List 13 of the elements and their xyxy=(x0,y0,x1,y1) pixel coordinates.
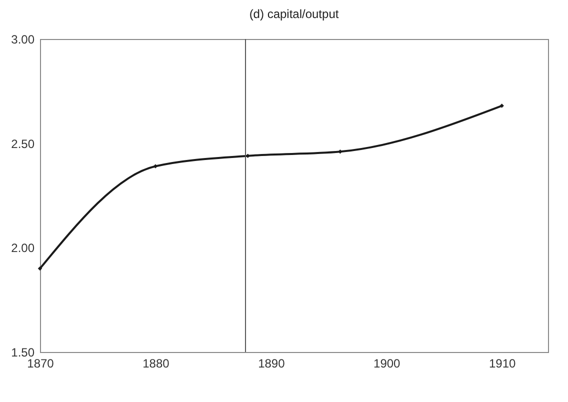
y-tick-label: 2.00 xyxy=(11,241,35,256)
chart-title: (d) capital/output xyxy=(249,7,340,21)
point xyxy=(38,266,42,271)
x-tick-label: 1890 xyxy=(258,356,286,370)
x-tick-label: 1910 xyxy=(488,356,516,370)
y-tick-label: 3.00 xyxy=(11,32,35,46)
x-tick-label: 1870 xyxy=(27,356,54,370)
y-tick-label: 1.50 xyxy=(11,346,35,360)
x-tick-label: 1880 xyxy=(142,356,170,370)
point xyxy=(338,150,342,154)
y-tick-label: 2.50 xyxy=(11,136,35,151)
point xyxy=(500,104,504,108)
x-tick-label: 1900 xyxy=(374,356,401,370)
